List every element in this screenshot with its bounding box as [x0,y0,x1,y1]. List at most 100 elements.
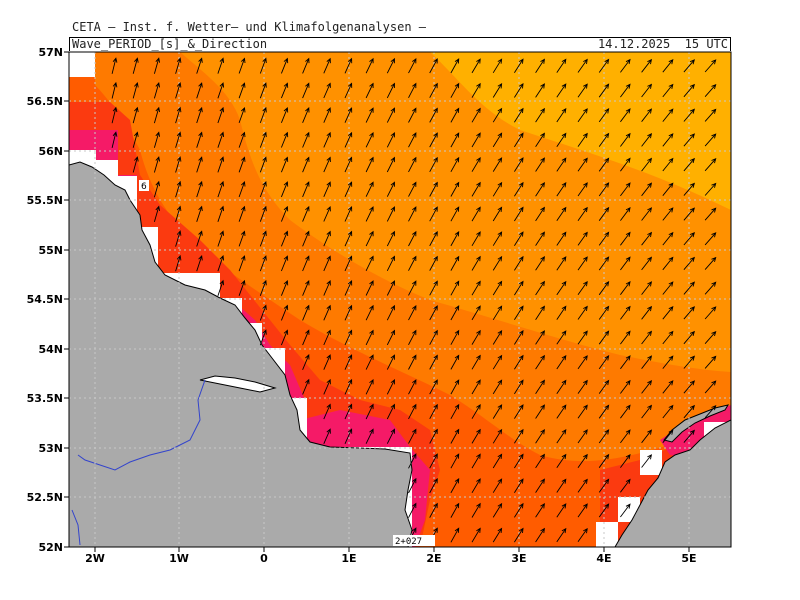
direction-arrow [365,428,374,444]
direction-arrow [492,305,503,321]
direction-arrow [259,255,267,272]
direction-arrow [344,428,353,444]
direction-arrow [704,306,717,320]
direction-arrow [302,354,310,370]
direction-arrow [577,83,588,98]
direction-arrow [217,106,225,124]
direction-arrow [641,281,653,295]
direction-arrow [323,205,331,222]
direction-arrow [556,256,567,271]
direction-arrow [217,82,225,99]
direction-arrow [556,429,567,444]
direction-arrow [471,404,481,419]
direction-arrow [365,206,374,222]
direction-arrow [175,180,182,198]
direction-arrow [429,82,438,98]
contour-label: 2+027 [395,537,422,547]
direction-arrow [535,404,545,419]
direction-arrow [577,478,588,493]
direction-arrow [386,329,395,346]
direction-arrow [577,305,588,320]
direction-arrow [196,180,203,198]
direction-arrow [386,82,395,99]
direction-arrow [535,330,545,345]
direction-arrow [514,453,524,469]
direction-arrow [620,503,631,518]
lat-label: 55N [38,244,63,257]
direction-arrow [280,304,289,321]
direction-arrow [641,305,653,320]
lon-label: 1E [341,552,356,565]
direction-arrow [280,329,289,346]
direction-arrow [535,280,545,296]
direction-arrow [577,379,588,394]
direction-arrow [577,404,588,419]
direction-arrow [577,453,588,468]
lon-label: 1W [169,552,189,565]
direction-arrow [683,429,695,443]
direction-arrow [704,83,717,97]
direction-arrow [514,428,524,444]
direction-arrow [683,306,695,320]
direction-arrow [302,156,310,173]
direction-arrow [175,81,182,99]
direction-arrow [302,329,310,346]
direction-arrow [471,82,481,98]
direction-arrow [556,503,567,518]
direction-arrow [386,107,395,123]
direction-arrow [471,255,481,271]
direction-arrow [514,330,524,345]
direction-arrow [111,57,118,74]
direction-arrow [620,58,631,73]
direction-arrow [280,205,289,222]
direction-arrow [386,181,395,197]
direction-arrow [535,478,545,493]
direction-arrow [302,255,310,272]
direction-arrow [429,107,438,123]
direction-arrow [323,304,331,321]
direction-arrow [704,232,717,246]
direction-arrow [132,131,139,148]
direction-arrow [598,132,610,147]
direction-arrow [386,230,395,247]
direction-arrow [450,280,460,296]
direction-arrow [514,354,524,370]
direction-arrow [641,58,653,73]
direction-arrow [132,106,139,124]
direction-arrow [344,107,353,123]
title-box [69,37,731,51]
direction-arrow [620,256,631,271]
direction-arrow [598,330,610,345]
direction-arrow [641,182,653,197]
direction-arrow [450,132,460,148]
direction-arrow [386,156,395,173]
direction-arrow [620,108,631,123]
direction-arrow [514,527,524,543]
lat-label: 57N [38,46,63,59]
land-netherlands [614,419,731,547]
direction-arrow [492,132,503,148]
direction-arrow [132,156,139,173]
direction-arrow [683,330,695,345]
direction-arrow [662,330,674,345]
direction-arrow [620,379,631,394]
direction-arrow [429,132,438,148]
direction-arrow [556,404,567,419]
direction-arrow [641,379,653,394]
direction-arrow [620,281,631,295]
lat-label: 54N [38,343,63,356]
direction-arrow [323,255,331,272]
direction-arrow [302,57,310,74]
direction-arrow [662,207,674,221]
direction-arrow [662,281,674,295]
direction-arrow [620,478,631,493]
direction-arrow [408,354,417,370]
direction-arrow [535,453,545,469]
direction-arrow [429,403,438,420]
direction-arrow [323,378,331,395]
direction-arrow [471,379,481,395]
direction-arrow [450,354,460,370]
direction-arrow [344,280,353,296]
direction-arrow [683,404,695,419]
